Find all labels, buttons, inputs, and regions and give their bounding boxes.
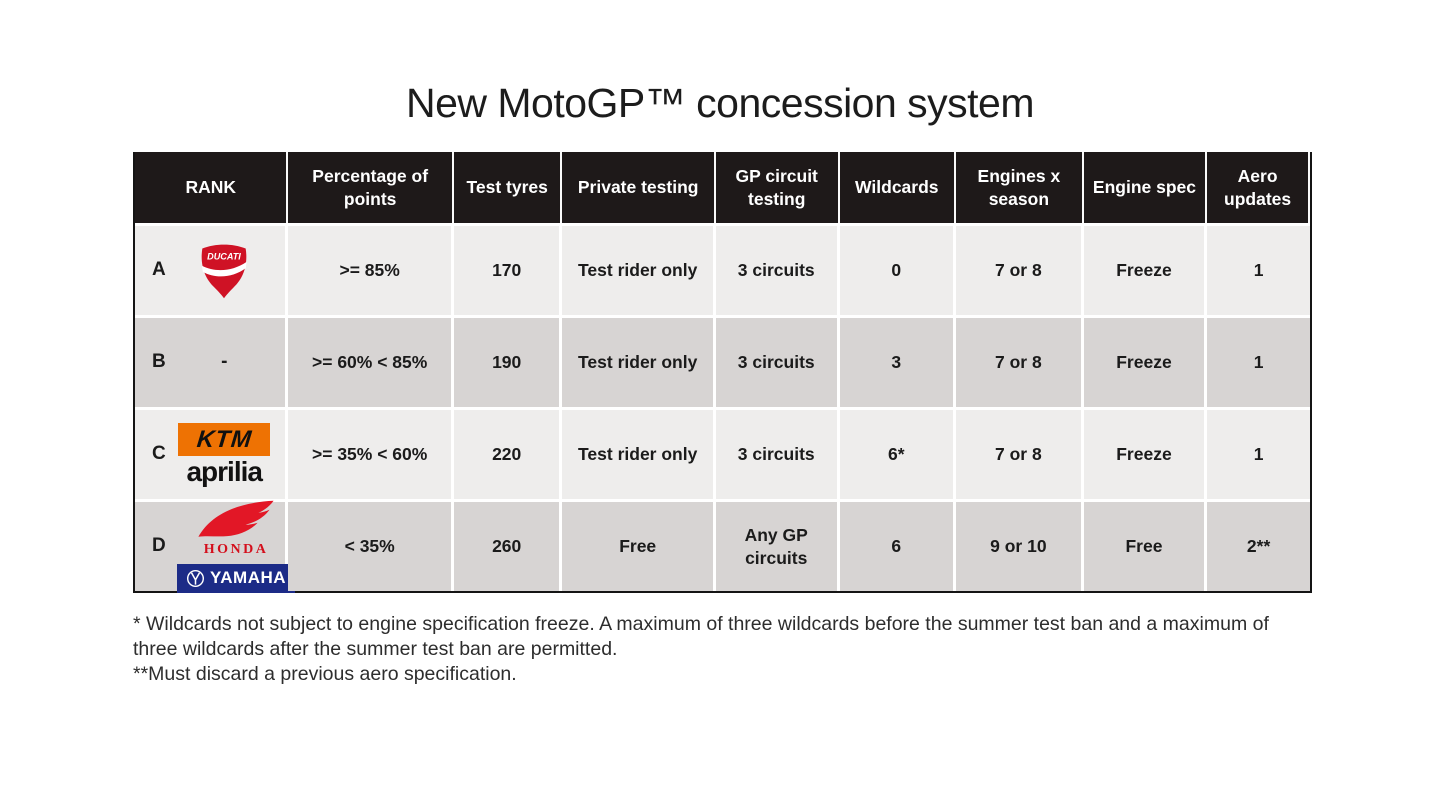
cell-aero-updates: 1	[1207, 410, 1310, 499]
manufacturer-logos: KTM aprilia	[177, 423, 285, 486]
column-header-engine-spec: Engine spec	[1083, 152, 1208, 223]
column-header-test-tyres: Test tyres	[453, 152, 563, 223]
cell-percentage: >= 35% < 60%	[288, 410, 454, 499]
cell-percentage: < 35%	[288, 502, 454, 591]
footnote-wildcards: * Wildcards not subject to engine specif…	[133, 613, 1269, 660]
cell-wildcards: 6*	[839, 410, 957, 499]
cell-engine-spec: Free	[1083, 502, 1208, 591]
yamaha-logo: YAMAHA	[177, 563, 296, 593]
column-header-engines-season: Engines x season	[956, 152, 1084, 223]
cell-engine-spec: Freeze	[1083, 410, 1208, 499]
table-row-rank-b: B - >= 60% < 85% 190 Test rider only 3 c…	[135, 315, 1310, 407]
cell-test-tyres: 190	[453, 318, 563, 407]
cell-private-testing: Test rider only	[562, 410, 716, 499]
cell-percentage: >= 85%	[288, 226, 454, 315]
cell-test-tyres: 170	[453, 226, 563, 315]
cell-private-testing: Test rider only	[562, 226, 716, 315]
manufacturer-logos: HONDA YAMAHA	[177, 500, 309, 593]
page-title: New MotoGP™ concession system	[405, 80, 1035, 126]
footnote-aero: **Must discard a previous aero specifica…	[133, 663, 517, 685]
cell-private-testing: Free	[562, 502, 716, 591]
yamaha-logo-text: YAMAHA	[210, 568, 287, 588]
manufacturer-logos: -	[177, 350, 285, 375]
cell-engine-spec: Freeze	[1083, 226, 1208, 315]
rank-cell-a: A DUCATI	[135, 226, 289, 315]
cell-test-tyres: 220	[453, 410, 563, 499]
table-header-row: RANK Percentage of points Test tyres Pri…	[135, 152, 1310, 223]
cell-gp-circuit-testing: 3 circuits	[715, 226, 840, 315]
rank-letter: A	[152, 259, 166, 281]
cell-percentage: >= 60% < 85%	[288, 318, 454, 407]
rank-cell-c: C KTM aprilia	[135, 410, 289, 499]
rank-letter: D	[152, 535, 166, 557]
cell-engine-spec: Freeze	[1083, 318, 1208, 407]
cell-engines-season: 7 or 8	[956, 226, 1084, 315]
column-header-rank: RANK	[135, 152, 289, 223]
table-row-rank-d: D HONDA YAMAHA	[135, 499, 1310, 593]
ktm-logo: KTM	[178, 423, 271, 456]
ducati-logo: DUCATI	[201, 244, 247, 298]
column-header-gp-circuit-testing: GP circuit testing	[715, 152, 840, 223]
cell-wildcards: 6	[839, 502, 957, 591]
cell-engines-season: 7 or 8	[956, 410, 1084, 499]
cell-engines-season: 7 or 8	[956, 318, 1084, 407]
aprilia-logo: aprilia	[186, 456, 262, 487]
rank-letter: C	[152, 443, 166, 465]
column-header-aero-updates: Aero updates	[1207, 152, 1310, 223]
cell-gp-circuit-testing: Any GP circuits	[715, 502, 840, 591]
rank-cell-d: D HONDA YAMAHA	[135, 501, 296, 593]
cell-gp-circuit-testing: 3 circuits	[715, 318, 840, 407]
cell-aero-updates: 1	[1207, 226, 1310, 315]
cell-engines-season: 9 or 10	[956, 502, 1084, 591]
honda-logo: HONDA	[195, 500, 277, 559]
cell-test-tyres: 260	[453, 502, 563, 591]
footnotes: * Wildcards not subject to engine specif…	[133, 612, 1315, 687]
column-header-private-testing: Private testing	[562, 152, 716, 223]
rank-cell-b: B -	[135, 318, 289, 407]
yamaha-tuning-fork-icon	[186, 569, 205, 587]
ktm-logo-text: KTM	[195, 425, 254, 453]
ducati-logo-text: DUCATI	[207, 251, 241, 261]
honda-wing-icon	[198, 501, 274, 538]
cell-private-testing: Test rider only	[562, 318, 716, 407]
cell-aero-updates: 2**	[1207, 502, 1310, 591]
no-manufacturer-dash: -	[221, 351, 228, 373]
column-header-percentage: Percentage of points	[288, 152, 454, 223]
concession-table: RANK Percentage of points Test tyres Pri…	[133, 152, 1312, 593]
cell-wildcards: 3	[839, 318, 957, 407]
table-row-rank-c: C KTM aprilia >= 35% < 60% 220 Test ride…	[135, 407, 1310, 499]
column-header-wildcards: Wildcards	[839, 152, 957, 223]
rank-letter: B	[152, 351, 166, 373]
cell-gp-circuit-testing: 3 circuits	[715, 410, 840, 499]
cell-wildcards: 0	[839, 226, 957, 315]
manufacturer-logos: DUCATI	[177, 242, 285, 300]
cell-aero-updates: 1	[1207, 318, 1310, 407]
honda-logo-text: HONDA	[203, 542, 269, 558]
table-row-rank-a: A DUCATI >= 85% 170 Test rider only 3 ci…	[135, 223, 1310, 315]
